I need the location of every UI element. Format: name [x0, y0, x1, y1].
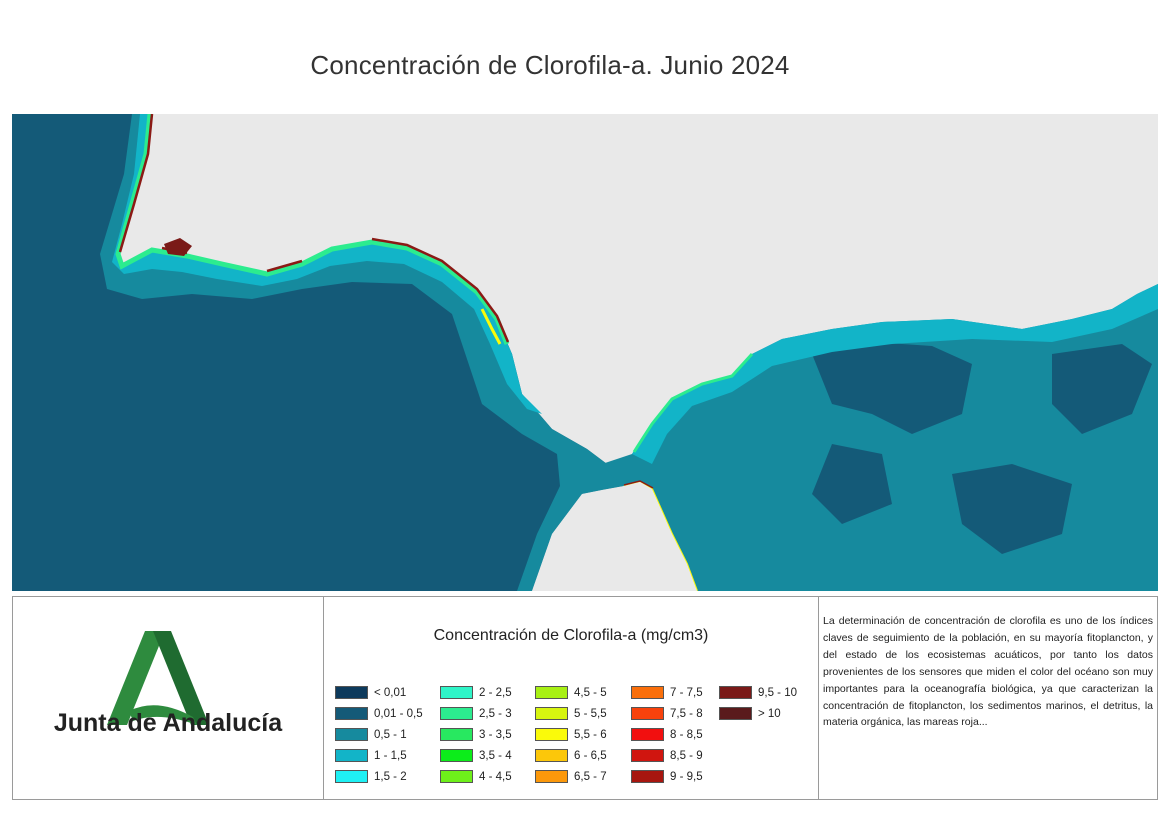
africa-coast-red — [623, 480, 654, 489]
atlantic-coastline-green — [115, 114, 510, 345]
legend-label: 4 - 4,5 — [479, 770, 512, 783]
legend-swatch — [631, 749, 664, 762]
atlantic-estuary — [164, 238, 192, 256]
legend-label: 6,5 - 7 — [574, 770, 607, 783]
junta-de-andalucia-logo — [47, 625, 287, 775]
map-title: Concentración de Clorofila-a. Junio 2024 — [310, 50, 790, 80]
legend-item: 4 - 4,5 — [440, 766, 512, 787]
legend-swatch — [535, 686, 568, 699]
panel-divider — [323, 597, 324, 799]
legend-item: 9,5 - 10 — [719, 682, 797, 703]
legend-item: 1 - 1,5 — [335, 745, 423, 766]
legend-label: 2,5 - 3 — [479, 707, 512, 720]
panel-divider — [818, 597, 819, 799]
legend-column: < 0,01 0,01 - 0,5 0,5 - 1 1 - 1,5 1,5 - 2 — [335, 682, 423, 787]
legend-item: 2,5 - 3 — [440, 703, 512, 724]
legend-item: 9 - 9,5 — [631, 766, 703, 787]
legend-label: 7 - 7,5 — [670, 686, 703, 699]
legend-item: 5 - 5,5 — [535, 703, 607, 724]
legend-swatch — [335, 728, 368, 741]
chlorophyll-map[interactable] — [12, 114, 1158, 591]
legend-label: 2 - 2,5 — [479, 686, 512, 699]
legend-item: 1,5 - 2 — [335, 766, 423, 787]
legend-item: 8,5 - 9 — [631, 745, 703, 766]
legend-swatch — [440, 707, 473, 720]
legend-item: < 0,01 — [335, 682, 423, 703]
legend-label: 5 - 5,5 — [574, 707, 607, 720]
junta-de-andalucia-logo-icon — [107, 631, 209, 725]
legend-column: 9,5 - 10 > 10 — [719, 682, 797, 724]
legend-item: 7,5 - 8 — [631, 703, 703, 724]
legend-swatch — [631, 686, 664, 699]
legend-swatch — [535, 707, 568, 720]
legend-label: 0,5 - 1 — [374, 728, 407, 741]
legend-label: > 10 — [758, 707, 781, 720]
legend-swatch — [335, 707, 368, 720]
info-panel: Junta de Andalucía Concentración de Clor… — [12, 596, 1158, 800]
legend-swatch — [631, 728, 664, 741]
legend-swatch — [335, 686, 368, 699]
legend-item: > 10 — [719, 703, 797, 724]
legend-swatch — [535, 728, 568, 741]
map-canvas — [12, 114, 1158, 591]
legend-label: 3 - 3,5 — [479, 728, 512, 741]
legend-label: 5,5 - 6 — [574, 728, 607, 741]
organization-name: Junta de Andalucía — [53, 709, 283, 737]
legend-swatch — [335, 749, 368, 762]
legend-swatch — [535, 770, 568, 783]
legend-label: 8,5 - 9 — [670, 749, 703, 762]
legend-label: 9,5 - 10 — [758, 686, 797, 699]
legend-label: < 0,01 — [374, 686, 407, 699]
legend-label: 4,5 - 5 — [574, 686, 607, 699]
legend-column: 4,5 - 5 5 - 5,5 5,5 - 6 6 - 6,5 6,5 - 7 — [535, 682, 607, 787]
legend-item: 0,5 - 1 — [335, 724, 423, 745]
legend-item: 6,5 - 7 — [535, 766, 607, 787]
legend-label: 1,5 - 2 — [374, 770, 407, 783]
legend-column: 2 - 2,5 2,5 - 3 3 - 3,5 3,5 - 4 4 - 4,5 — [440, 682, 512, 787]
legend-item: 6 - 6,5 — [535, 745, 607, 766]
legend-item: 2 - 2,5 — [440, 682, 512, 703]
atlantic-ocean — [12, 114, 652, 591]
mediterranean-coastal — [632, 284, 1158, 464]
legend-title: Concentración de Clorofila-a (mg/cm3) — [433, 627, 709, 644]
legend-swatch — [719, 686, 752, 699]
legend-item: 3 - 3,5 — [440, 724, 512, 745]
africa-land — [532, 482, 697, 591]
legend-label: 3,5 - 4 — [479, 749, 512, 762]
legend-swatch — [440, 728, 473, 741]
legend-item: 4,5 - 5 — [535, 682, 607, 703]
legend-column: 7 - 7,5 7,5 - 8 8 - 8,5 8,5 - 9 9 - 9,5 — [631, 682, 703, 787]
legend-swatch — [440, 749, 473, 762]
legend-label: 0,01 - 0,5 — [374, 707, 423, 720]
legend-label: 6 - 6,5 — [574, 749, 607, 762]
legend-swatch — [535, 749, 568, 762]
legend-label: 8 - 8,5 — [670, 728, 703, 741]
legend-label: 7,5 - 8 — [670, 707, 703, 720]
mediterranean-coastline — [632, 352, 754, 453]
legend-item: 0,01 - 0,5 — [335, 703, 423, 724]
legend-swatch — [335, 770, 368, 783]
legend-item: 8 - 8,5 — [631, 724, 703, 745]
legend-swatch — [631, 770, 664, 783]
legend-swatch — [440, 770, 473, 783]
atlantic-estuary-yellow — [480, 308, 502, 345]
atlantic-coastal-high — [112, 114, 542, 414]
mediterranean-deep — [812, 342, 1152, 554]
legend-swatch — [719, 707, 752, 720]
legend-label: 9 - 9,5 — [670, 770, 703, 783]
legend-swatch — [440, 686, 473, 699]
description-text: La determinación de concentración de clo… — [823, 615, 1153, 729]
legend-item: 7 - 7,5 — [631, 682, 703, 703]
legend-item: 3,5 - 4 — [440, 745, 512, 766]
legend-swatch — [631, 707, 664, 720]
legend-item: 5,5 - 6 — [535, 724, 607, 745]
legend-label: 1 - 1,5 — [374, 749, 407, 762]
